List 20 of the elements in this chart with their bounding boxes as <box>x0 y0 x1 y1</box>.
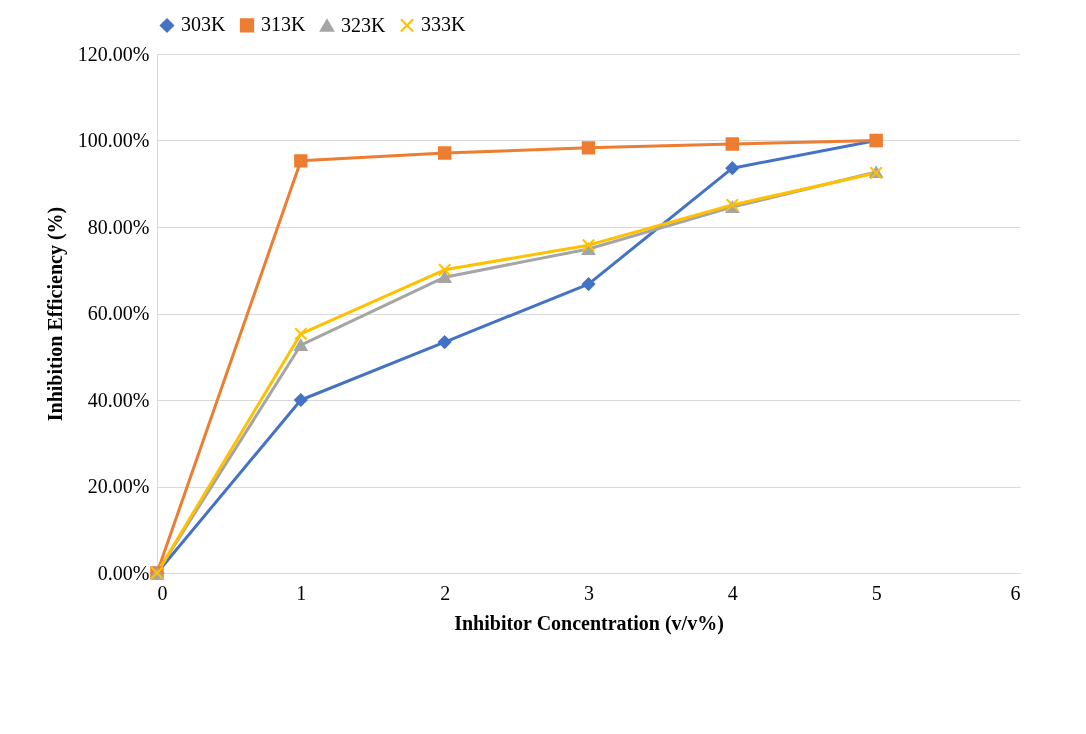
legend-label: 323K <box>341 13 386 36</box>
y-tick-label: 120.00% <box>77 42 150 65</box>
legend-label: 303K <box>181 13 226 36</box>
x-tick-label: 5 <box>871 581 882 604</box>
x-tick-label: 2 <box>440 581 451 604</box>
x-tick-label: 1 <box>296 581 307 604</box>
y-tick-label: 80.00% <box>87 215 150 238</box>
y-tick-label: 0.00% <box>97 561 150 584</box>
y-tick-label: 100.00% <box>77 129 150 151</box>
y-tick-label: 40.00% <box>87 388 150 411</box>
y-tick-label: 60.00% <box>87 302 150 324</box>
x-tick-label: 4 <box>727 581 738 604</box>
y-axis-title: Inhibition Efficiency (%) <box>43 206 67 422</box>
legend-label: 333K <box>421 13 466 36</box>
x-axis-title: Inhibitor Concentration (v/v%) <box>454 611 724 635</box>
x-tick-label: 6 <box>1010 581 1021 604</box>
legend-label: 313K <box>261 13 306 36</box>
x-tick-label: 0 <box>157 581 168 604</box>
x-tick-label: 3 <box>584 581 594 604</box>
y-tick-label: 20.00% <box>87 475 150 497</box>
